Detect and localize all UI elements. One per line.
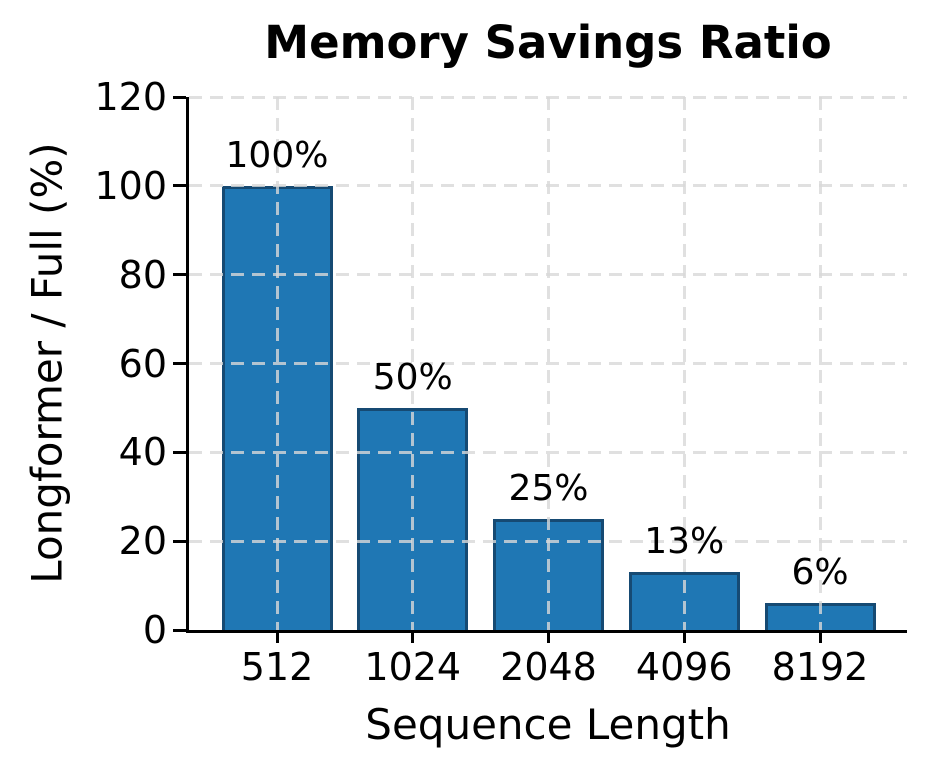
- gridline: [189, 362, 907, 365]
- y-tick-label: 100: [94, 163, 167, 208]
- x-tick-label: 1024: [364, 645, 462, 689]
- gridline: [189, 273, 907, 277]
- y-axis-tick: [173, 539, 186, 543]
- bar-value-label: 13%: [644, 521, 725, 563]
- y-tick-label: 80: [118, 252, 167, 297]
- y-tick-label: 20: [118, 519, 167, 564]
- y-tick-label: 120: [94, 75, 167, 119]
- x-axis-tick: [411, 630, 415, 643]
- x-axis-tick: [275, 630, 279, 643]
- plot-area: 512 100% 1024 50% 2048 25% 4096 13% 8192 6% 0 20 40 6…: [94, 78, 907, 689]
- y-axis-tick: [173, 450, 186, 454]
- y-axis-tick: [173, 362, 186, 365]
- y-tick-label: 40: [118, 430, 167, 475]
- y-axis-tick: [173, 273, 186, 277]
- gridline: [189, 95, 907, 99]
- bar-value-label: 50%: [372, 356, 453, 398]
- x-tick-label: 2048: [500, 645, 597, 689]
- x-tick-label: 8192: [771, 645, 869, 689]
- gridline: [189, 450, 907, 454]
- x-axis-label: Sequence Length: [365, 700, 731, 749]
- chart-title: Memory Savings Ratio: [264, 16, 832, 69]
- y-axis-tick: [173, 628, 186, 632]
- y-tick-label: 60: [118, 341, 167, 386]
- x-axis-tick: [682, 630, 686, 643]
- y-tick-label: 0: [142, 608, 167, 652]
- x-tick-label: 512: [240, 645, 314, 689]
- y-axis-tick: [173, 95, 186, 99]
- x-tick-label: 4096: [635, 645, 733, 689]
- bar-value-label: 6%: [791, 552, 849, 594]
- bar-value-label: 100%: [225, 134, 329, 176]
- bar-value-label: 25%: [508, 467, 589, 509]
- y-axis-tick: [173, 184, 186, 188]
- x-axis-tick: [547, 630, 550, 643]
- x-axis-tick: [818, 630, 822, 643]
- gridline: [189, 184, 907, 188]
- gridline: [189, 539, 907, 543]
